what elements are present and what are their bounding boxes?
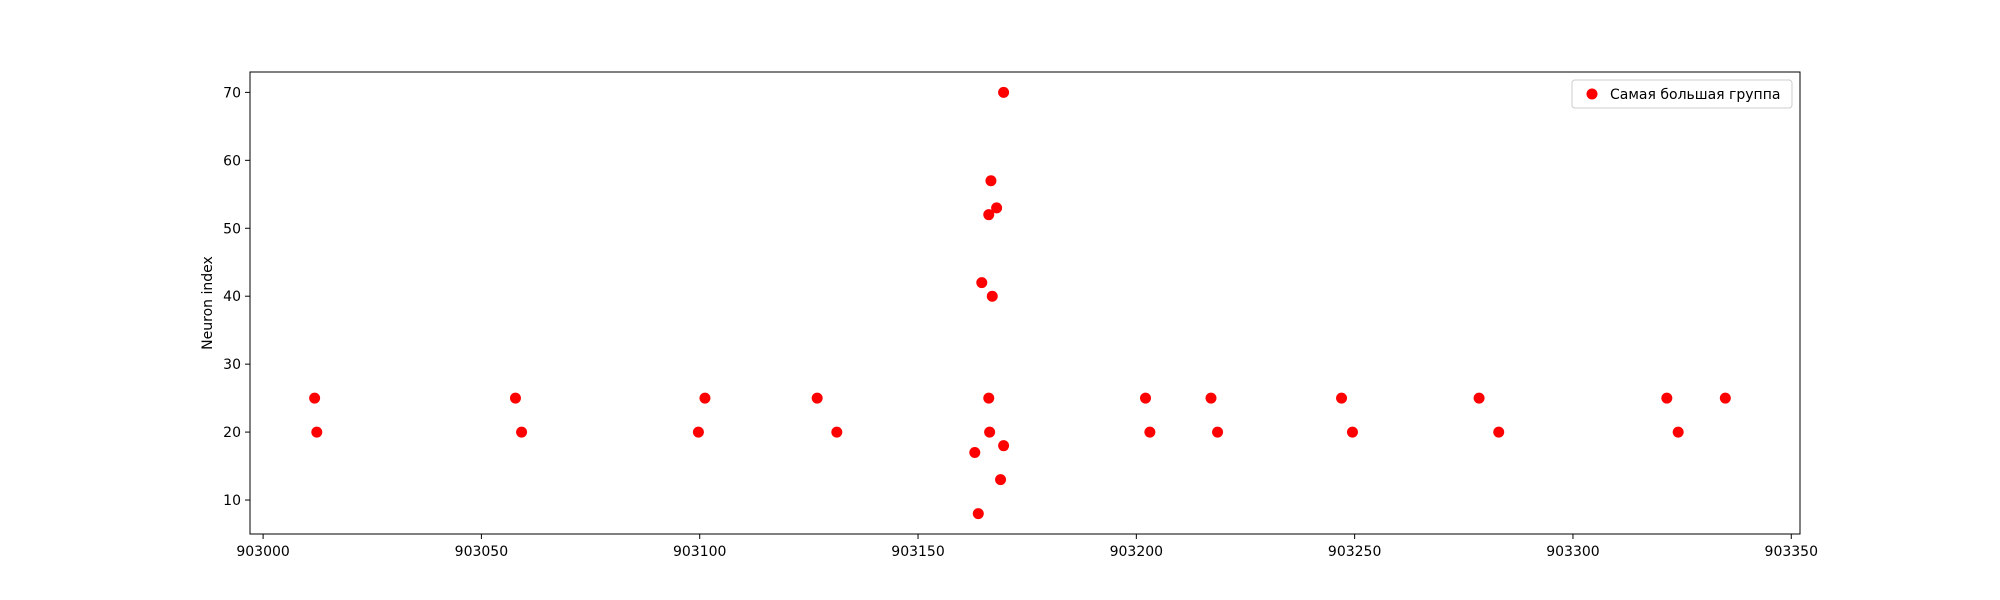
data-point [995,474,1007,486]
data-point [969,446,981,458]
data-point [831,426,843,438]
points-layer [309,86,1731,520]
data-point [516,426,528,438]
data-point [1493,426,1505,438]
data-point [1212,426,1224,438]
data-point [1140,392,1152,404]
data-point [984,426,996,438]
y-tick-label: 40 [223,289,241,305]
data-point [976,277,988,289]
y-axis-label: Neuron index [200,256,216,350]
x-tick-label: 903100 [673,544,726,560]
data-point [1661,392,1673,404]
data-point [985,175,997,187]
axes-layer: 903000 903050 903100 903150 903200 903250 9033… [223,71,1818,560]
x-tick-label: 903000 [236,544,289,560]
y-tick-label: 70 [223,85,241,101]
x-tick-label: 903300 [1546,544,1599,560]
data-point [998,86,1010,98]
data-point [983,392,995,404]
data-point [991,202,1003,214]
data-point [1144,426,1156,438]
legend: Самая большая группа [1571,79,1793,109]
x-tick-label: 903200 [1110,544,1163,560]
data-point [983,209,995,221]
data-point [311,426,323,438]
data-point [699,392,711,404]
data-point [1336,392,1348,404]
plot-frame [249,71,1801,535]
legend-label: Самая большая группа [1610,87,1780,103]
data-point [1473,392,1485,404]
y-tick-label: 60 [223,153,241,169]
y-tick-label: 30 [223,357,241,373]
data-point [1672,426,1684,438]
data-point [998,440,1010,452]
data-point [1719,392,1731,404]
y-tick-label: 10 [223,493,241,509]
data-point [972,508,984,520]
data-point [986,290,998,302]
x-tick-label: 903250 [1328,544,1381,560]
x-tick-label: 903150 [891,544,944,560]
data-point [1205,392,1217,404]
y-tick-label: 20 [223,425,241,441]
y-tick-label: 50 [223,221,241,237]
legend-marker [1586,88,1598,100]
data-point [509,392,521,404]
data-point [309,392,321,404]
legend-box [1571,79,1793,109]
data-point [811,392,823,404]
x-tick-label: 903350 [1765,544,1818,560]
x-tick-label: 903050 [455,544,508,560]
data-point [1346,426,1358,438]
data-point [692,426,704,438]
